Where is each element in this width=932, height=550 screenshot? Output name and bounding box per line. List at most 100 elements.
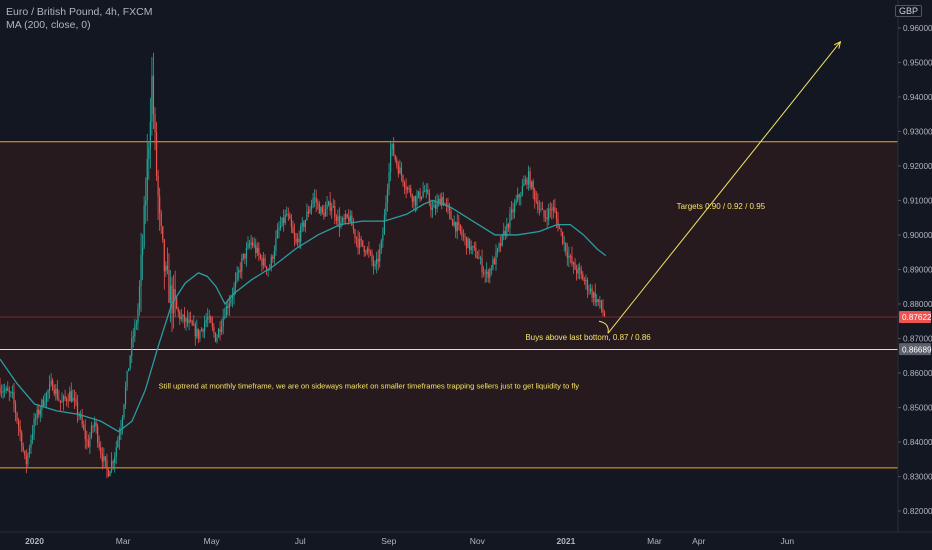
candle-body bbox=[331, 207, 333, 211]
candle-body bbox=[603, 312, 606, 317]
candle-body bbox=[441, 197, 443, 206]
candle-body bbox=[599, 300, 601, 302]
candle-body bbox=[90, 426, 93, 438]
candle-body bbox=[337, 216, 339, 221]
candle-body bbox=[104, 456, 106, 461]
candle-body bbox=[239, 270, 241, 272]
candle-body bbox=[221, 326, 223, 332]
candle-body bbox=[84, 428, 86, 440]
price-tick-label: 0.84000 bbox=[903, 438, 932, 447]
candle-body bbox=[112, 461, 114, 464]
candle-body bbox=[359, 238, 361, 248]
candle-body bbox=[417, 191, 420, 197]
candle-body bbox=[14, 403, 17, 414]
candle-body bbox=[179, 311, 181, 320]
candle-body bbox=[247, 244, 249, 248]
candle-body bbox=[583, 280, 585, 282]
candle-body bbox=[579, 267, 581, 271]
candle-body bbox=[541, 208, 544, 211]
bounce-curve bbox=[598, 320, 609, 334]
candle-body bbox=[368, 248, 370, 252]
candle-body bbox=[70, 391, 72, 402]
candle-body bbox=[129, 355, 131, 369]
price-tick-label: 0.82000 bbox=[903, 507, 932, 516]
candle-body bbox=[334, 206, 336, 217]
candle-body bbox=[276, 229, 279, 238]
candle-body bbox=[489, 268, 491, 278]
candle-body bbox=[425, 189, 427, 192]
candle-body bbox=[55, 388, 57, 394]
candle-body bbox=[475, 247, 477, 258]
candle-body bbox=[509, 213, 511, 228]
price-tick-label: 0.92000 bbox=[903, 162, 932, 171]
candle-body bbox=[459, 224, 461, 232]
candle-body bbox=[376, 258, 378, 265]
candle-body bbox=[35, 418, 37, 420]
candle-body bbox=[548, 208, 550, 220]
candle-body bbox=[492, 259, 494, 270]
price-badge-label: 0.86689 bbox=[902, 345, 932, 354]
candle-body bbox=[93, 422, 96, 427]
candle-body bbox=[314, 197, 316, 199]
candle-body bbox=[422, 191, 424, 197]
candle-body bbox=[372, 260, 375, 267]
candle-body bbox=[391, 143, 393, 149]
candle-body bbox=[200, 329, 203, 332]
candle-body bbox=[80, 415, 82, 417]
candle-body bbox=[196, 328, 198, 337]
candle-body bbox=[231, 296, 234, 300]
candle-body bbox=[286, 214, 288, 215]
candle-body bbox=[11, 392, 13, 393]
time-tick-label: Jun bbox=[780, 536, 794, 546]
price-badge-label: 0.87622 bbox=[902, 313, 932, 322]
candle-body bbox=[582, 274, 584, 281]
symbol-title[interactable]: Euro / British Pound, 4h, FXCM bbox=[6, 6, 153, 18]
candle-body bbox=[562, 231, 564, 244]
currency-badge[interactable]: GBP bbox=[894, 5, 922, 17]
candle-body bbox=[217, 329, 220, 338]
time-axis bbox=[0, 532, 932, 550]
candle-body bbox=[388, 172, 390, 189]
annotation-text: Buys above last bottom, 0.87 / 0.86 bbox=[525, 333, 651, 342]
candle-body bbox=[30, 439, 32, 449]
time-tick-label: Jul bbox=[295, 536, 306, 546]
candle-body bbox=[154, 114, 156, 133]
candle-body bbox=[21, 432, 23, 447]
candle-body bbox=[580, 270, 582, 275]
candle-body bbox=[272, 256, 274, 259]
candle-body bbox=[496, 248, 499, 252]
candle-body bbox=[118, 435, 120, 441]
candle-body bbox=[287, 214, 289, 216]
candle-body bbox=[565, 242, 567, 252]
candle-body bbox=[560, 228, 562, 232]
candle-body bbox=[345, 214, 347, 220]
candle-body bbox=[289, 215, 291, 220]
candle-body bbox=[424, 191, 426, 192]
candle-body bbox=[210, 316, 212, 323]
price-tick-label: 0.83000 bbox=[903, 472, 932, 481]
candle-body bbox=[363, 246, 365, 252]
candle-body bbox=[514, 203, 516, 213]
candle-body bbox=[362, 240, 364, 247]
candle-body bbox=[148, 147, 150, 159]
candle-body bbox=[545, 217, 547, 218]
candle-body bbox=[558, 228, 561, 230]
candle-body bbox=[66, 398, 68, 401]
candle-body bbox=[486, 271, 488, 274]
candle-body bbox=[49, 383, 51, 391]
candle-body bbox=[490, 268, 492, 270]
candle-body bbox=[42, 399, 44, 406]
candle-body bbox=[430, 203, 432, 210]
indicator-label[interactable]: MA (200, close, 0) bbox=[6, 19, 91, 31]
candle-body bbox=[53, 390, 55, 394]
candle-body bbox=[103, 456, 105, 462]
candle-body bbox=[205, 319, 207, 324]
candle-body bbox=[551, 209, 553, 211]
candle-body bbox=[520, 195, 522, 198]
candle-body bbox=[143, 205, 145, 248]
candle-body bbox=[163, 239, 165, 272]
candle-body bbox=[436, 201, 438, 209]
candle-body bbox=[2, 391, 4, 393]
price-tick-label: 0.86000 bbox=[903, 369, 932, 378]
